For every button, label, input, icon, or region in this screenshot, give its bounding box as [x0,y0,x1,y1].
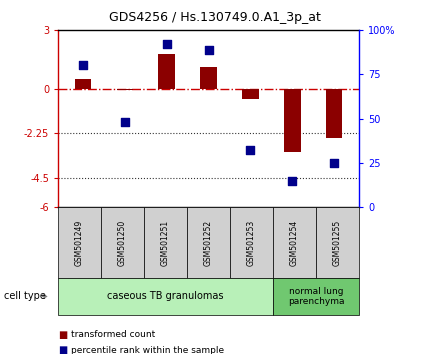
Text: ■: ■ [58,346,68,354]
Bar [117,89,133,90]
Text: GSM501253: GSM501253 [247,219,256,266]
Text: GSM501255: GSM501255 [333,219,342,266]
Bar [75,79,92,89]
Text: GSM501252: GSM501252 [204,219,213,266]
Bar [326,89,342,138]
Bar [284,89,301,152]
Text: GSM501254: GSM501254 [290,219,299,266]
Text: GDS4256 / Hs.130749.0.A1_3p_at: GDS4256 / Hs.130749.0.A1_3p_at [109,11,321,24]
Bar [200,68,217,89]
Text: ■: ■ [58,330,68,339]
Point [289,178,295,183]
Text: cell type: cell type [4,291,46,302]
Bar [242,89,259,99]
Text: GSM501251: GSM501251 [161,219,170,266]
Point [205,47,212,52]
Text: transformed count: transformed count [71,330,155,339]
Text: GSM501250: GSM501250 [118,219,127,266]
Bar [158,54,175,89]
Text: GSM501249: GSM501249 [75,219,84,266]
Point [122,119,129,125]
Point [163,41,170,47]
Point [247,148,254,153]
Text: percentile rank within the sample: percentile rank within the sample [71,346,224,354]
Text: caseous TB granulomas: caseous TB granulomas [108,291,224,302]
Point [331,160,338,166]
Point [80,63,86,68]
Text: normal lung
parenchyma: normal lung parenchyma [288,287,344,306]
